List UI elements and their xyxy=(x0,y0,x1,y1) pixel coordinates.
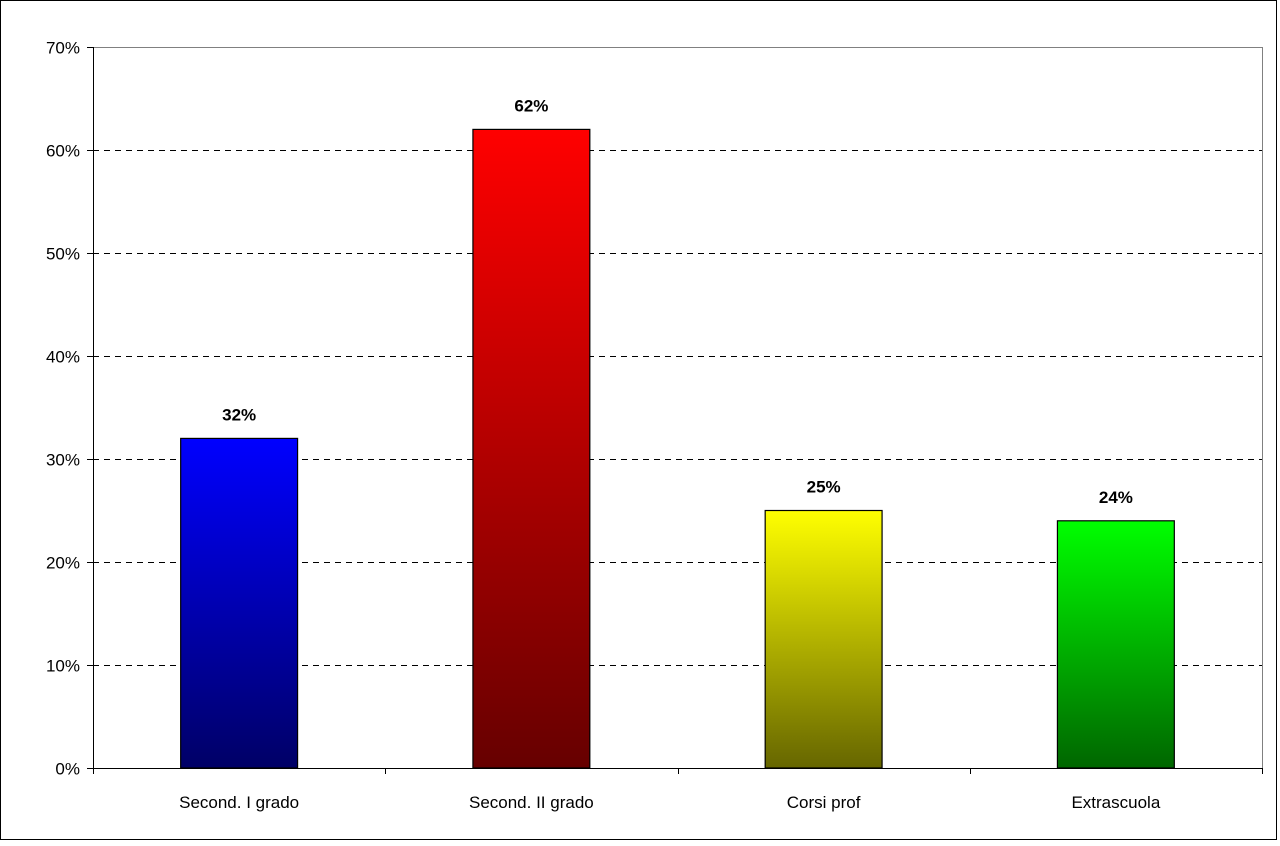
y-tick-label: 60% xyxy=(46,142,80,161)
y-tick-label: 30% xyxy=(46,451,80,470)
x-tick-label: Second. I grado xyxy=(179,793,299,812)
x-tick-label: Corsi prof xyxy=(787,793,861,812)
x-tick-label: Extrascuola xyxy=(1071,793,1160,812)
bar xyxy=(180,437,299,769)
gridlines xyxy=(93,150,1262,666)
data-label: 25% xyxy=(807,478,841,497)
bars xyxy=(180,128,1175,769)
y-tick-label: 20% xyxy=(46,554,80,573)
bar xyxy=(764,509,883,769)
y-tick-label: 40% xyxy=(46,348,80,367)
data-label: 62% xyxy=(514,96,548,115)
bar xyxy=(1056,520,1175,769)
data-label: 24% xyxy=(1099,488,1133,507)
labels: 0% 10% 20% 30% 40% 50% 60% 70% 32% Second. I grad… xyxy=(46,39,1161,813)
y-tick-label: 70% xyxy=(46,39,80,58)
y-tick-label: 0% xyxy=(55,760,80,779)
x-tick-label: Second. II grado xyxy=(469,793,594,812)
bar xyxy=(472,128,591,769)
data-label: 32% xyxy=(222,405,256,424)
y-tick-label: 10% xyxy=(46,657,80,676)
y-tick-label: 50% xyxy=(46,245,80,264)
